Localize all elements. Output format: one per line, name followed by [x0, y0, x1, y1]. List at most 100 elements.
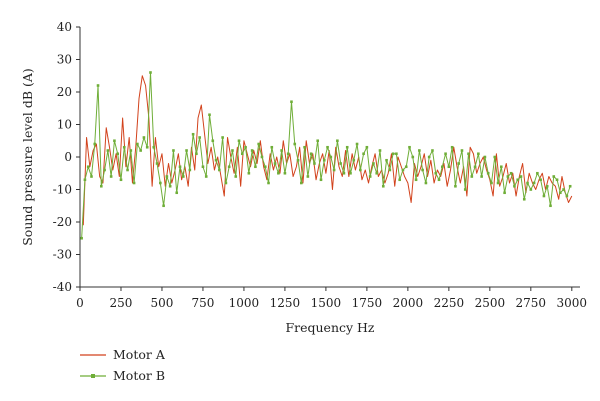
data-point	[545, 184, 549, 188]
y-tick-label: 30	[57, 53, 72, 67]
data-point	[224, 181, 228, 185]
data-point	[473, 165, 477, 169]
axes: -40 -30 -20 -10 0 10 20 30 40 0 250 500 750 1000 1250 1…	[20, 20, 587, 335]
data-point	[467, 152, 470, 156]
data-point	[460, 149, 464, 152]
x-tick-label: 2500	[475, 296, 506, 310]
data-point	[431, 149, 434, 152]
data-point	[175, 191, 179, 195]
data-point	[119, 178, 123, 182]
data-point	[300, 181, 303, 185]
data-point	[362, 152, 365, 156]
y-tick-label: 10	[57, 118, 72, 132]
data-point	[237, 139, 241, 143]
data-point	[296, 158, 300, 162]
data-point	[483, 155, 487, 159]
data-point	[513, 184, 516, 188]
data-point	[132, 181, 136, 185]
data-point	[440, 165, 444, 169]
data-point	[457, 162, 460, 165]
data-point	[168, 184, 172, 188]
data-point	[80, 236, 83, 240]
data-point	[332, 168, 336, 172]
data-point	[427, 155, 431, 159]
data-point	[273, 162, 277, 165]
data-point	[260, 155, 264, 159]
x-tick-label: 1500	[311, 296, 342, 310]
data-point	[142, 136, 146, 139]
data-point	[244, 145, 247, 149]
data-point	[106, 149, 110, 152]
data-point	[568, 184, 572, 188]
data-point	[562, 188, 565, 191]
x-tick-label: 3000	[557, 296, 588, 310]
data-point	[306, 175, 310, 178]
data-point	[100, 184, 103, 188]
data-point	[477, 152, 480, 156]
data-point	[247, 171, 251, 175]
data-point	[257, 142, 260, 146]
data-point	[463, 188, 467, 191]
y-tick-label: -30	[53, 248, 72, 262]
x-tick-label: 2250	[434, 296, 465, 310]
data-point	[500, 165, 503, 169]
data-point	[211, 139, 215, 143]
data-point	[352, 158, 356, 162]
data-point	[345, 145, 349, 149]
data-point	[303, 145, 306, 149]
data-point	[286, 152, 290, 156]
data-point	[421, 168, 424, 172]
data-point	[313, 162, 316, 165]
data-point	[283, 171, 287, 175]
data-point	[267, 181, 270, 185]
data-point	[486, 171, 490, 175]
data-point	[329, 155, 333, 159]
x-tick-label: 500	[151, 296, 174, 310]
data-point	[375, 171, 379, 175]
data-point	[522, 197, 526, 201]
data-point	[188, 168, 192, 172]
data-point	[129, 149, 133, 152]
data-point	[470, 175, 474, 178]
data-point	[378, 149, 382, 152]
data-point	[214, 158, 218, 162]
data-point	[136, 142, 139, 146]
data-point	[316, 139, 320, 143]
data-point	[290, 100, 293, 104]
data-point	[96, 84, 100, 87]
legend-item: Motor B	[80, 368, 165, 383]
x-tick-label: 1750	[352, 296, 383, 310]
data-point	[204, 175, 208, 178]
data-point	[195, 152, 198, 156]
data-point	[145, 145, 149, 149]
y-tick-label: -40	[53, 280, 72, 294]
data-point	[227, 165, 231, 169]
data-point	[493, 155, 497, 159]
x-tick-label: 2750	[516, 296, 547, 310]
data-point	[559, 191, 562, 195]
data-point	[536, 171, 539, 175]
data-point	[165, 175, 169, 178]
data-point	[411, 155, 415, 159]
data-point	[181, 175, 185, 178]
data-point	[359, 168, 362, 172]
x-tick-label: 0	[76, 296, 84, 310]
legend: Motor A Motor B	[80, 347, 166, 383]
data-point	[408, 145, 411, 149]
data-point	[139, 149, 142, 152]
data-point	[434, 171, 438, 175]
data-point	[339, 162, 342, 165]
y-tick-label: 40	[57, 20, 72, 34]
data-point	[208, 113, 211, 117]
data-point	[309, 152, 313, 156]
data-point	[231, 149, 234, 152]
data-point	[539, 178, 542, 182]
data-point	[526, 181, 529, 185]
data-point	[322, 158, 326, 162]
x-tick-label: 1000	[229, 296, 260, 310]
data-point	[293, 142, 297, 146]
x-tick-label: 1250	[270, 296, 301, 310]
data-point	[113, 139, 116, 143]
data-point	[381, 184, 385, 188]
data-point	[126, 168, 129, 172]
